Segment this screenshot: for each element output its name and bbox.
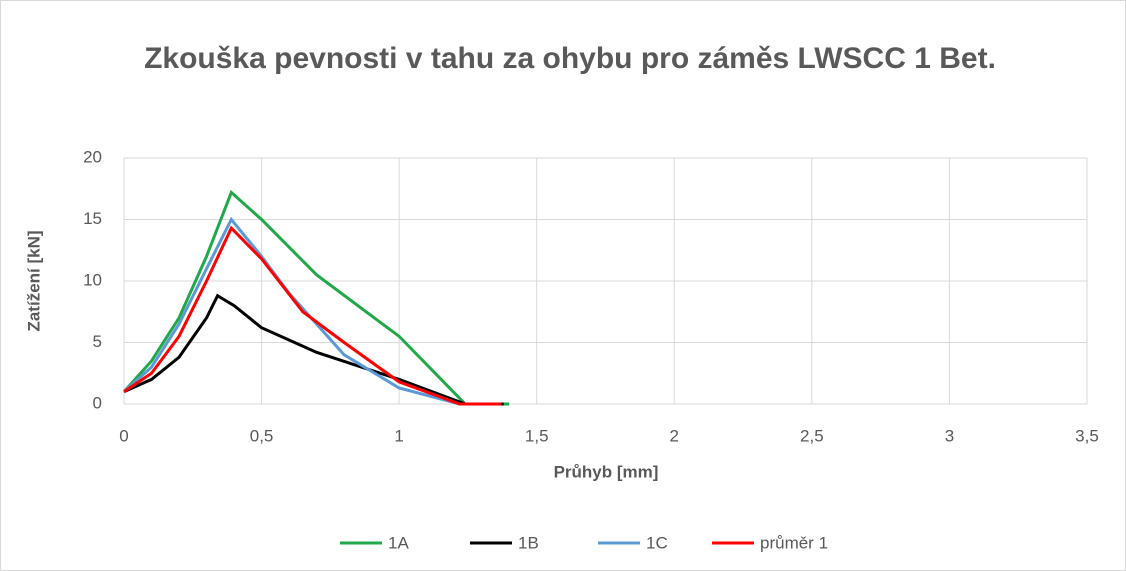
legend-label: 1C [646,533,668,552]
y-tick-label: 15 [83,209,102,228]
x-tick-label: 1,5 [525,426,549,445]
series-line [122,189,510,406]
series-line [123,293,504,406]
y-axis-label: Zatížení [kN] [24,230,43,331]
x-tick-label: 0,5 [250,426,274,445]
x-tick-label: 3 [945,426,954,445]
chart-title: Zkouška pevnosti v tahu za ohybu pro zám… [144,42,996,75]
x-tick-label: 0 [119,426,128,445]
legend-label: 1A [388,533,409,552]
series-line [123,216,461,406]
y-tick-label: 0 [93,393,102,412]
x-tick-label: 1 [394,426,403,445]
y-tick-label: 5 [93,332,102,351]
x-axis-label: Průhyb [mm] [554,462,659,481]
y-tick-label: 10 [83,270,102,289]
series-line [123,225,501,406]
x-tick-label: 2,5 [800,426,824,445]
x-tick-label: 2 [670,426,679,445]
legend-label: průměr 1 [760,533,828,552]
x-tick-label: 3,5 [1075,426,1099,445]
y-tick-label: 20 [83,147,102,166]
legend-label: 1B [518,533,539,552]
